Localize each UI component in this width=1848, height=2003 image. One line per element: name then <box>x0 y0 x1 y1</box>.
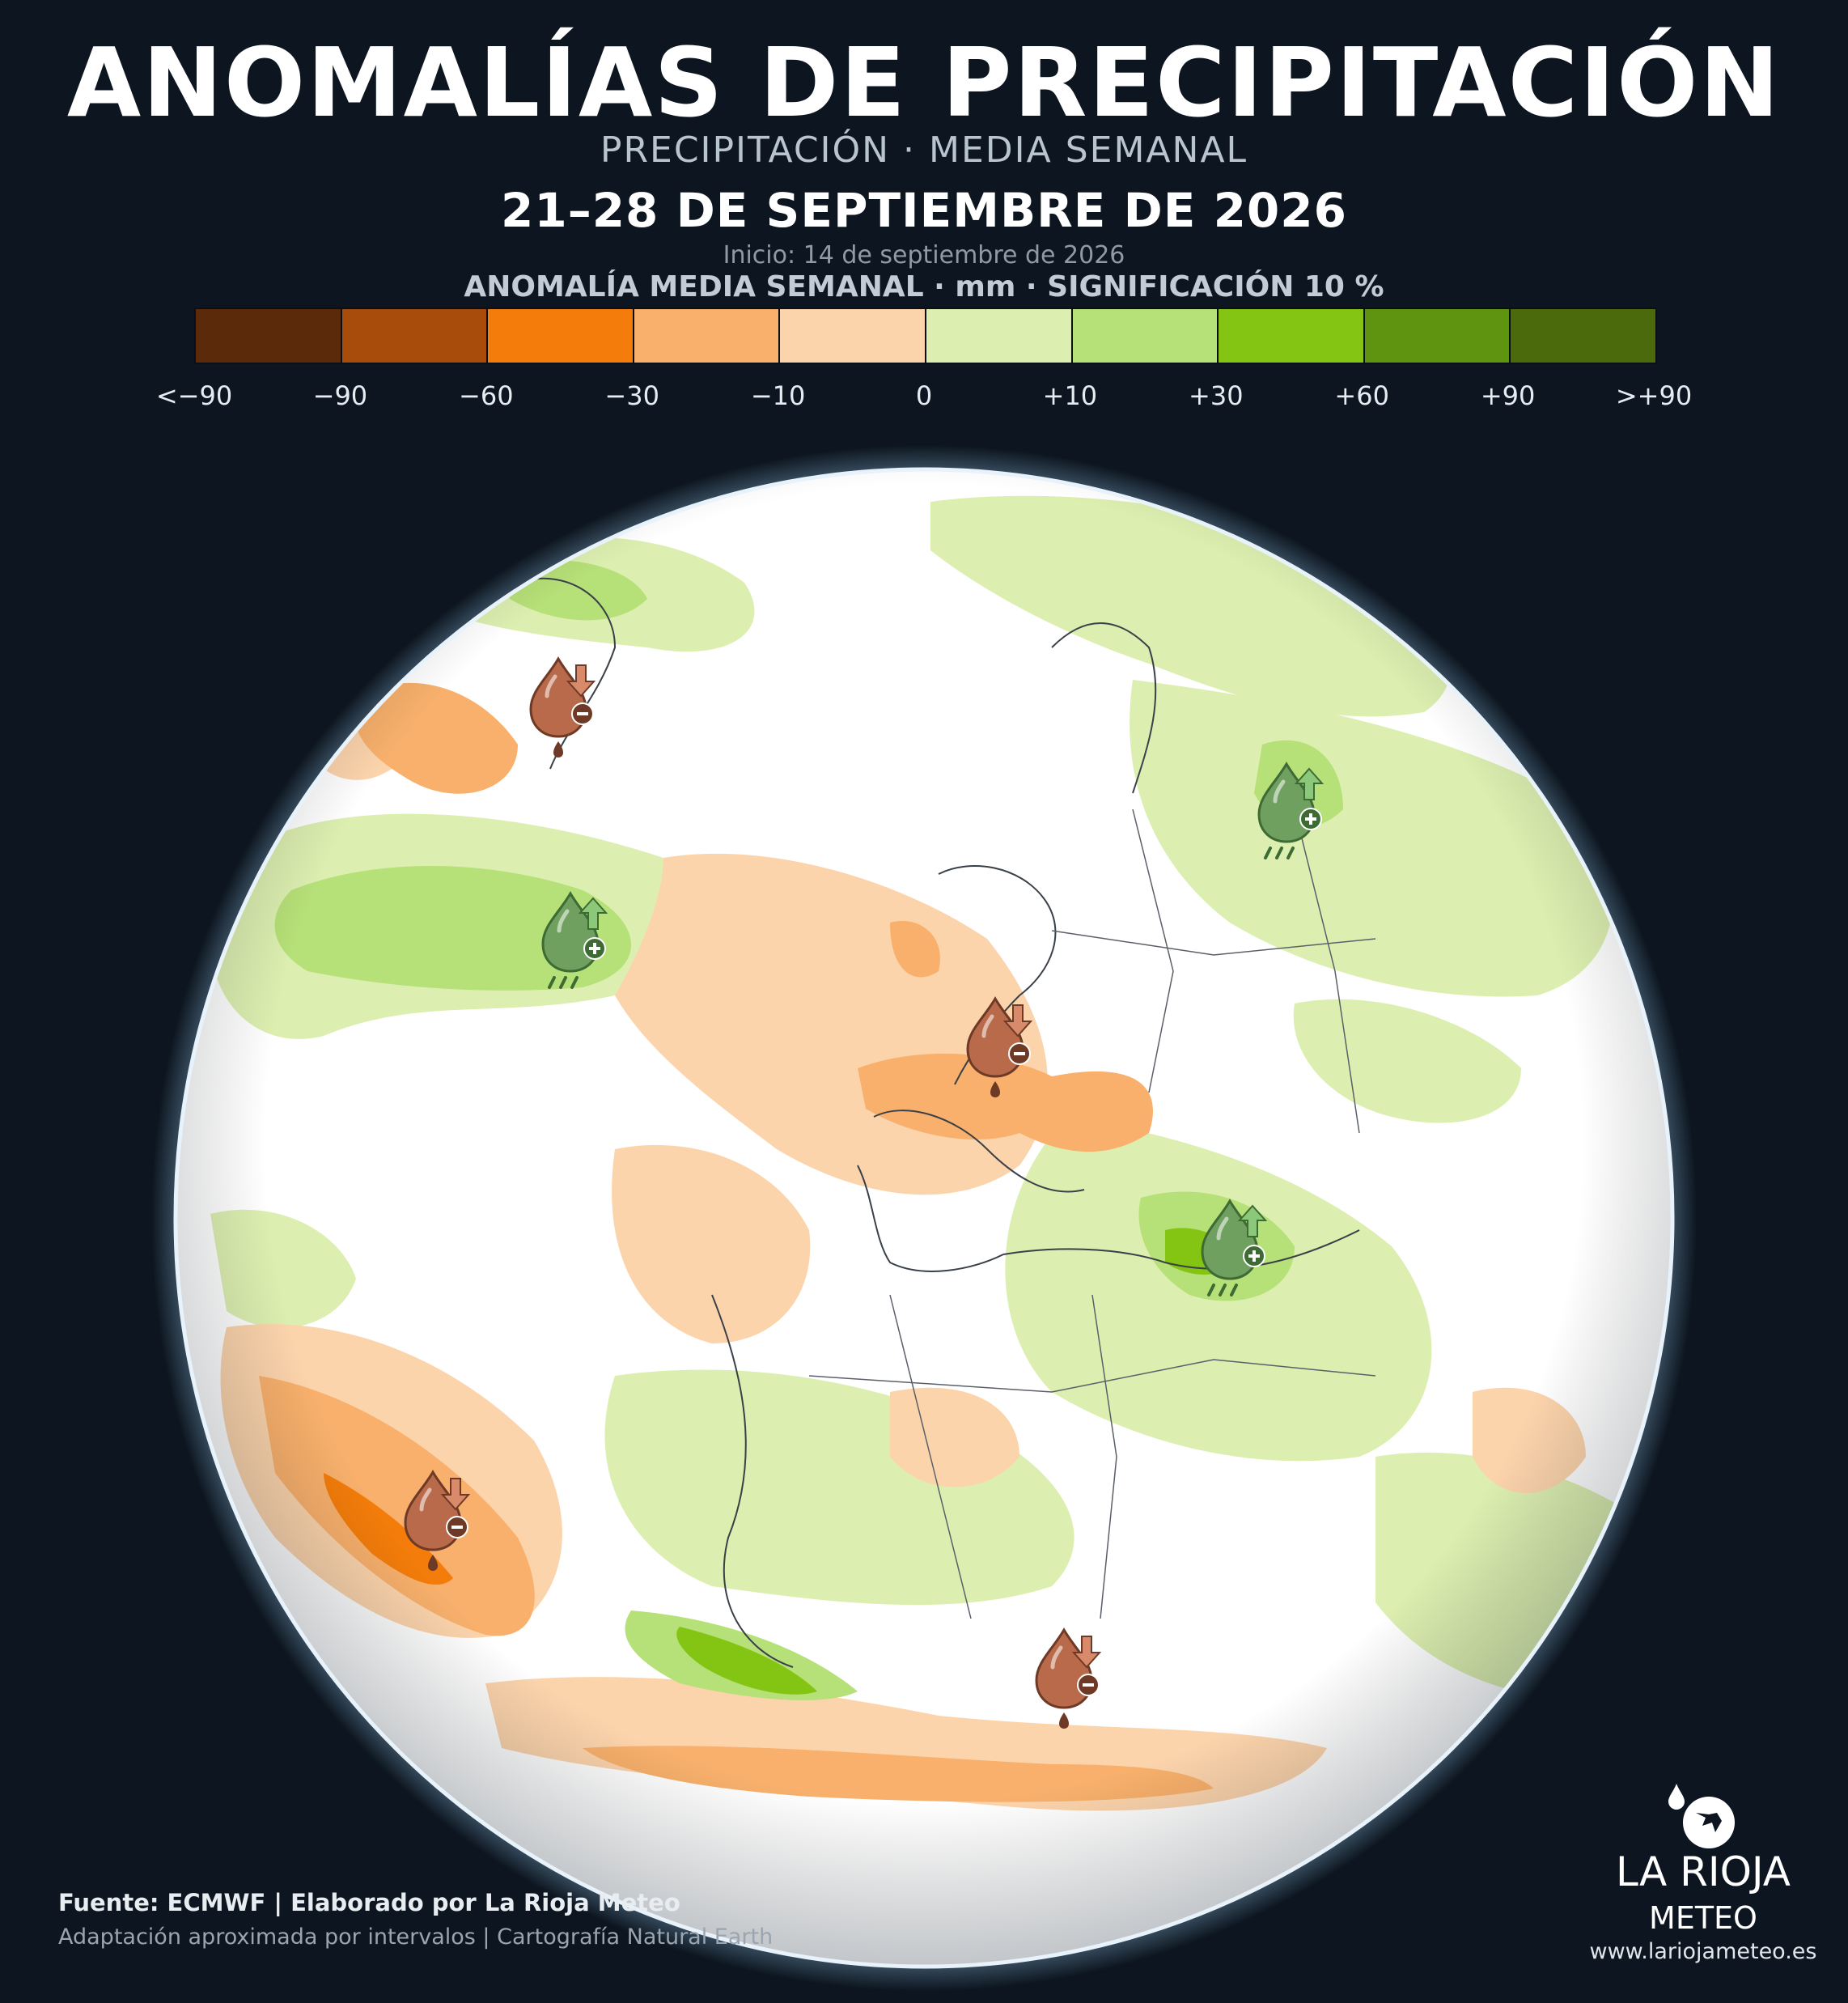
color-scale <box>194 308 1657 364</box>
scale-tick-label: +90 <box>1480 380 1536 411</box>
wet-drop-icon <box>1257 762 1325 859</box>
scale-tick-label: +30 <box>1189 380 1244 411</box>
scale-tick-label: −60 <box>459 380 514 411</box>
footer-note: Adaptación aproximada por intervalos | C… <box>58 1924 774 1950</box>
scale-tick-label: +60 <box>1334 380 1389 411</box>
logo-meteo: METEO <box>1649 1900 1757 1936</box>
scale-tick-label: −30 <box>604 380 659 411</box>
legend-title: ANOMALÍA MEDIA SEMANAL · mm · SIGNIFICAC… <box>464 270 1384 303</box>
scale-tick-label: +10 <box>1042 380 1098 411</box>
dry-drop-icon <box>966 996 1033 1097</box>
scale-swatch <box>1219 309 1365 363</box>
logo-url: www.lariojameteo.es <box>1589 1939 1817 1964</box>
scale-tick-label: −90 <box>312 380 368 411</box>
scale-swatch <box>780 309 926 363</box>
dry-drop-icon <box>1035 1627 1102 1729</box>
logo-drop-icon <box>1668 1784 1735 1848</box>
anomaly-region <box>1440 486 1586 629</box>
scale-swatch <box>1364 309 1511 363</box>
logo-name: LA RIOJA <box>1615 1848 1791 1895</box>
scale-ticks: <−90 −90 −60 −30 −10 0 +10 +30 +60 +90 >+90 <box>0 380 1848 413</box>
scale-swatch <box>488 309 634 363</box>
dry-drop-icon <box>529 656 596 757</box>
page-subtitle: PRECIPITACIÓN · MEDIA SEMANAL <box>600 129 1248 171</box>
page-title: ANOMALÍAS DE PRECIPITACIÓN <box>66 27 1782 138</box>
scale-swatch <box>634 309 781 363</box>
dry-drop-icon <box>404 1470 471 1571</box>
scale-swatch <box>926 309 1073 363</box>
globe-shade <box>176 469 1672 1967</box>
scale-tick-label: >+90 <box>1615 380 1693 411</box>
init-date: Inicio: 14 de septiembre de 2026 <box>723 241 1125 269</box>
wet-drop-icon <box>541 891 608 989</box>
wet-drop-icon <box>1201 1199 1268 1296</box>
scale-swatch <box>341 309 489 363</box>
scale-tick-label: −10 <box>750 380 806 411</box>
scale-swatch <box>1511 309 1655 363</box>
scale-swatch <box>196 309 342 363</box>
footer-source: Fuente: ECMWF | Elaborado por La Rioja M… <box>58 1889 680 1916</box>
logo: LA RIOJA METEO www.lariojameteo.es <box>1578 1780 1829 1991</box>
date-range: 21–28 DE SEPTIEMBRE DE 2026 <box>500 183 1348 238</box>
scale-tick-label: 0 <box>915 380 933 411</box>
marker-layer <box>404 656 1325 1729</box>
scale-tick-label: <−90 <box>155 380 233 411</box>
scale-swatch <box>1072 309 1219 363</box>
globe-rim <box>173 467 1675 1969</box>
